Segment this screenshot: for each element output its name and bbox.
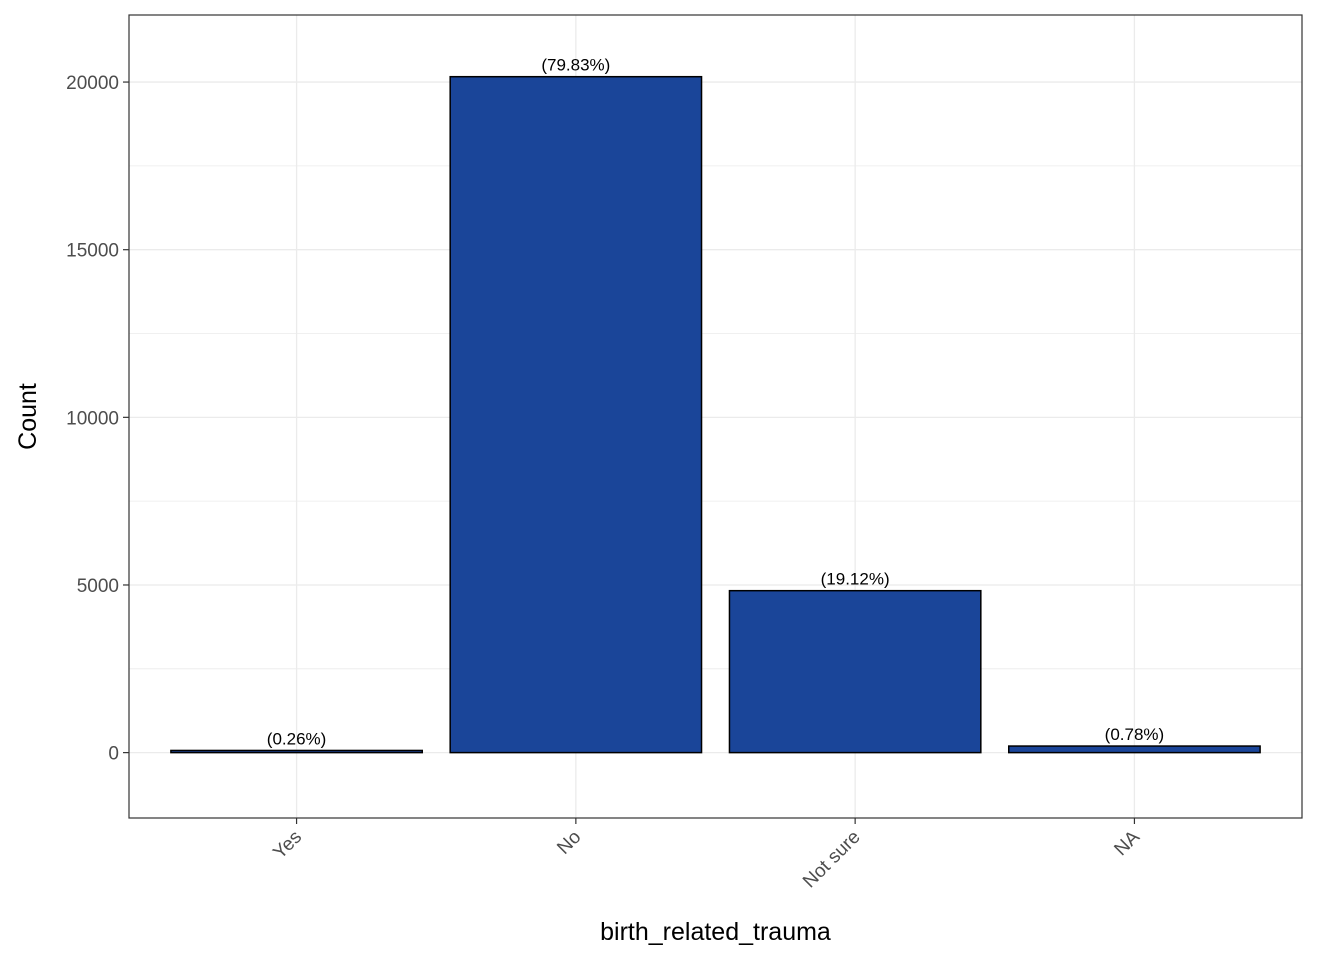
bar-labels: (0.26%) (79.83%) (19.12%) (0.78%) [267,56,1164,749]
x-axis-ticks: Yes No Not sure NA [269,818,1144,892]
bar-percent-label: (79.83%) [541,56,610,75]
y-tick-label: 5000 [77,576,119,597]
bar-not-sure [728,589,982,754]
bar-yes [170,749,423,754]
bars [170,75,1261,754]
x-axis-title: birth_related_trauma [600,918,831,946]
bar-percent-label: (0.78%) [1105,725,1165,744]
grid-lines [129,15,1302,818]
y-tick-label: 20000 [66,73,119,94]
bar-percent-label: (19.12%) [821,570,890,589]
bar-percent-label: (0.26%) [267,729,327,748]
y-tick-label: 0 [108,744,119,765]
x-tick-label: Yes [269,827,306,864]
bar-na [1008,745,1261,754]
y-axis-title: Count [14,383,42,450]
y-axis-ticks: 0 5000 10000 15000 20000 [66,73,129,765]
panel-border [128,14,1303,819]
bar-no [449,75,703,754]
x-tick-label: NA [1110,826,1144,860]
y-tick-label: 10000 [66,408,119,429]
x-tick-label: Not sure [799,827,865,893]
y-tick-label: 15000 [66,241,119,262]
x-tick-label: No [553,827,585,859]
